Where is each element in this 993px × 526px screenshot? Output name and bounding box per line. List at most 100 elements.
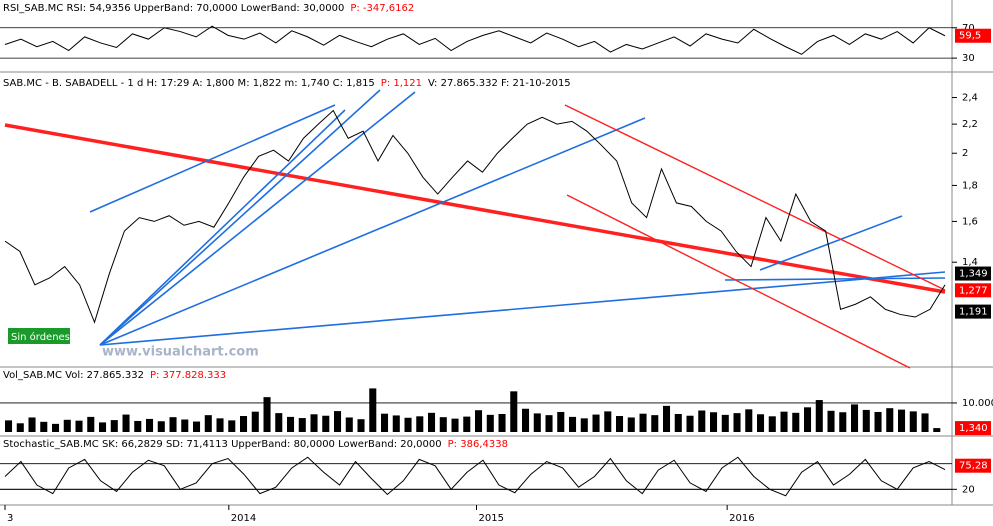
volume-bar [627,417,635,432]
current-value-tag-box [955,28,991,43]
volume-bar [604,411,612,432]
volume-bar [733,413,741,432]
volume-bar [663,405,671,432]
volume-bar [345,417,353,432]
series-line [4,25,946,55]
header-field: P: 386,4338 [448,439,508,450]
volume-bar [909,411,917,432]
x-tick-label: 3 [7,513,13,524]
volume-bar [463,416,471,432]
x-tick-label: 2015 [478,513,503,524]
header-field: Stochastic_SAB.MC SK: 66,2829 SD: 71,411… [3,439,442,450]
volume-bar [204,415,212,432]
volume-bar [886,408,894,432]
volume-bar [486,414,494,432]
volume-bar [921,413,929,432]
current-value-tag: 75,28 [959,461,988,472]
y-tick-label: 2 [962,148,968,159]
status-box [8,328,70,344]
panel-frames [0,0,993,506]
volume-bar [557,411,565,432]
volume-bar [851,404,859,432]
y-tick-label: 1,6 [962,216,978,227]
header-field: P: 1,121 [381,78,422,89]
volume-bar [839,412,847,432]
price-tag-box [955,283,991,298]
price-tag: 1,349 [959,269,988,280]
volume-bar [369,388,377,432]
volume-bar [874,411,882,432]
volume-bar [674,413,682,432]
volume-bar [157,421,165,432]
header-field: Vol_SAB.MC Vol: 27.865.332 [3,370,144,381]
volume-bar [510,391,518,432]
price-tag: 1,277 [959,285,988,296]
volume-bar [933,428,941,432]
volume-bar [5,420,13,432]
volume-bar [40,421,48,432]
x-tick-label: 2016 [729,513,754,524]
volume-bar [287,416,295,432]
volume-bar [498,413,506,432]
y-tick-label: 1,4 [962,257,978,268]
drawn-trendlines [4,89,946,369]
volume-bar [416,416,424,432]
volume-bar [580,418,588,432]
volume-bar [263,397,271,432]
current-value-tag-box [955,458,991,473]
volume-bar [616,416,624,432]
volume-bar [545,415,553,432]
current-value-tag-box [955,421,991,436]
volume-bar [28,417,36,432]
volume-bar [792,412,800,432]
volume-bar [757,414,765,432]
price-tag-box [955,266,991,281]
volume-bar [110,420,118,432]
volume-bar [862,409,870,432]
volume-bar [146,418,154,432]
volume-bar [216,418,224,432]
current-value-tag: 59,5 [959,31,981,42]
volume-bar [52,423,60,432]
header-field: P: 377.828.333 [150,370,226,381]
header-field: SAB.MC - B. SABADELL - 1 d H: 17:29 A: 1… [3,78,375,89]
status-label: Sin órdenes [11,331,70,343]
volume-bar [721,414,729,432]
volume-bar [686,415,694,432]
volume-bar [228,420,236,432]
panel-header: Stochastic_SAB.MC SK: 66,2829 SD: 71,411… [3,439,508,450]
x-tick-label: 2014 [231,513,256,524]
watermark: www.visualchart.com [102,345,259,360]
volume-bar [99,422,107,432]
volume-bar [75,420,83,432]
volume-bar [251,411,259,432]
volume-bar [275,413,283,432]
volume-bar [522,408,530,432]
current-value-tag: 1,340 [959,423,988,434]
y-tick-label: 2,2 [962,119,978,130]
header-field: V: 27.865.332 F: 21-10-2015 [428,78,571,89]
volume-bar [381,413,389,432]
y-tick-label: 30 [962,53,975,64]
volume-bar [475,410,483,432]
volume-bar [63,419,71,432]
volume-bar [439,417,447,432]
volume-bar [298,418,306,432]
y-tick-label: 20 [962,484,975,495]
volume-bar [392,415,400,432]
volume-bar [768,416,776,432]
header-field: P: -347,6162 [350,3,414,14]
panel-header: RSI_SAB.MC RSI: 54,9356 UpperBand: 70,00… [3,3,414,14]
volume-bar [451,418,459,432]
header-field: RSI_SAB.MC RSI: 54,9356 UpperBand: 70,00… [3,3,344,14]
volume-bar [698,410,706,432]
volume-bar [16,423,24,432]
y-tick-label: 1,8 [962,180,978,191]
volume-bar [428,412,436,432]
volume-bar [404,417,412,432]
volume-bar [651,415,659,432]
volume-bar [181,419,189,432]
panel-header: Vol_SAB.MC Vol: 27.865.332 P: 377.828.333 [3,370,226,381]
